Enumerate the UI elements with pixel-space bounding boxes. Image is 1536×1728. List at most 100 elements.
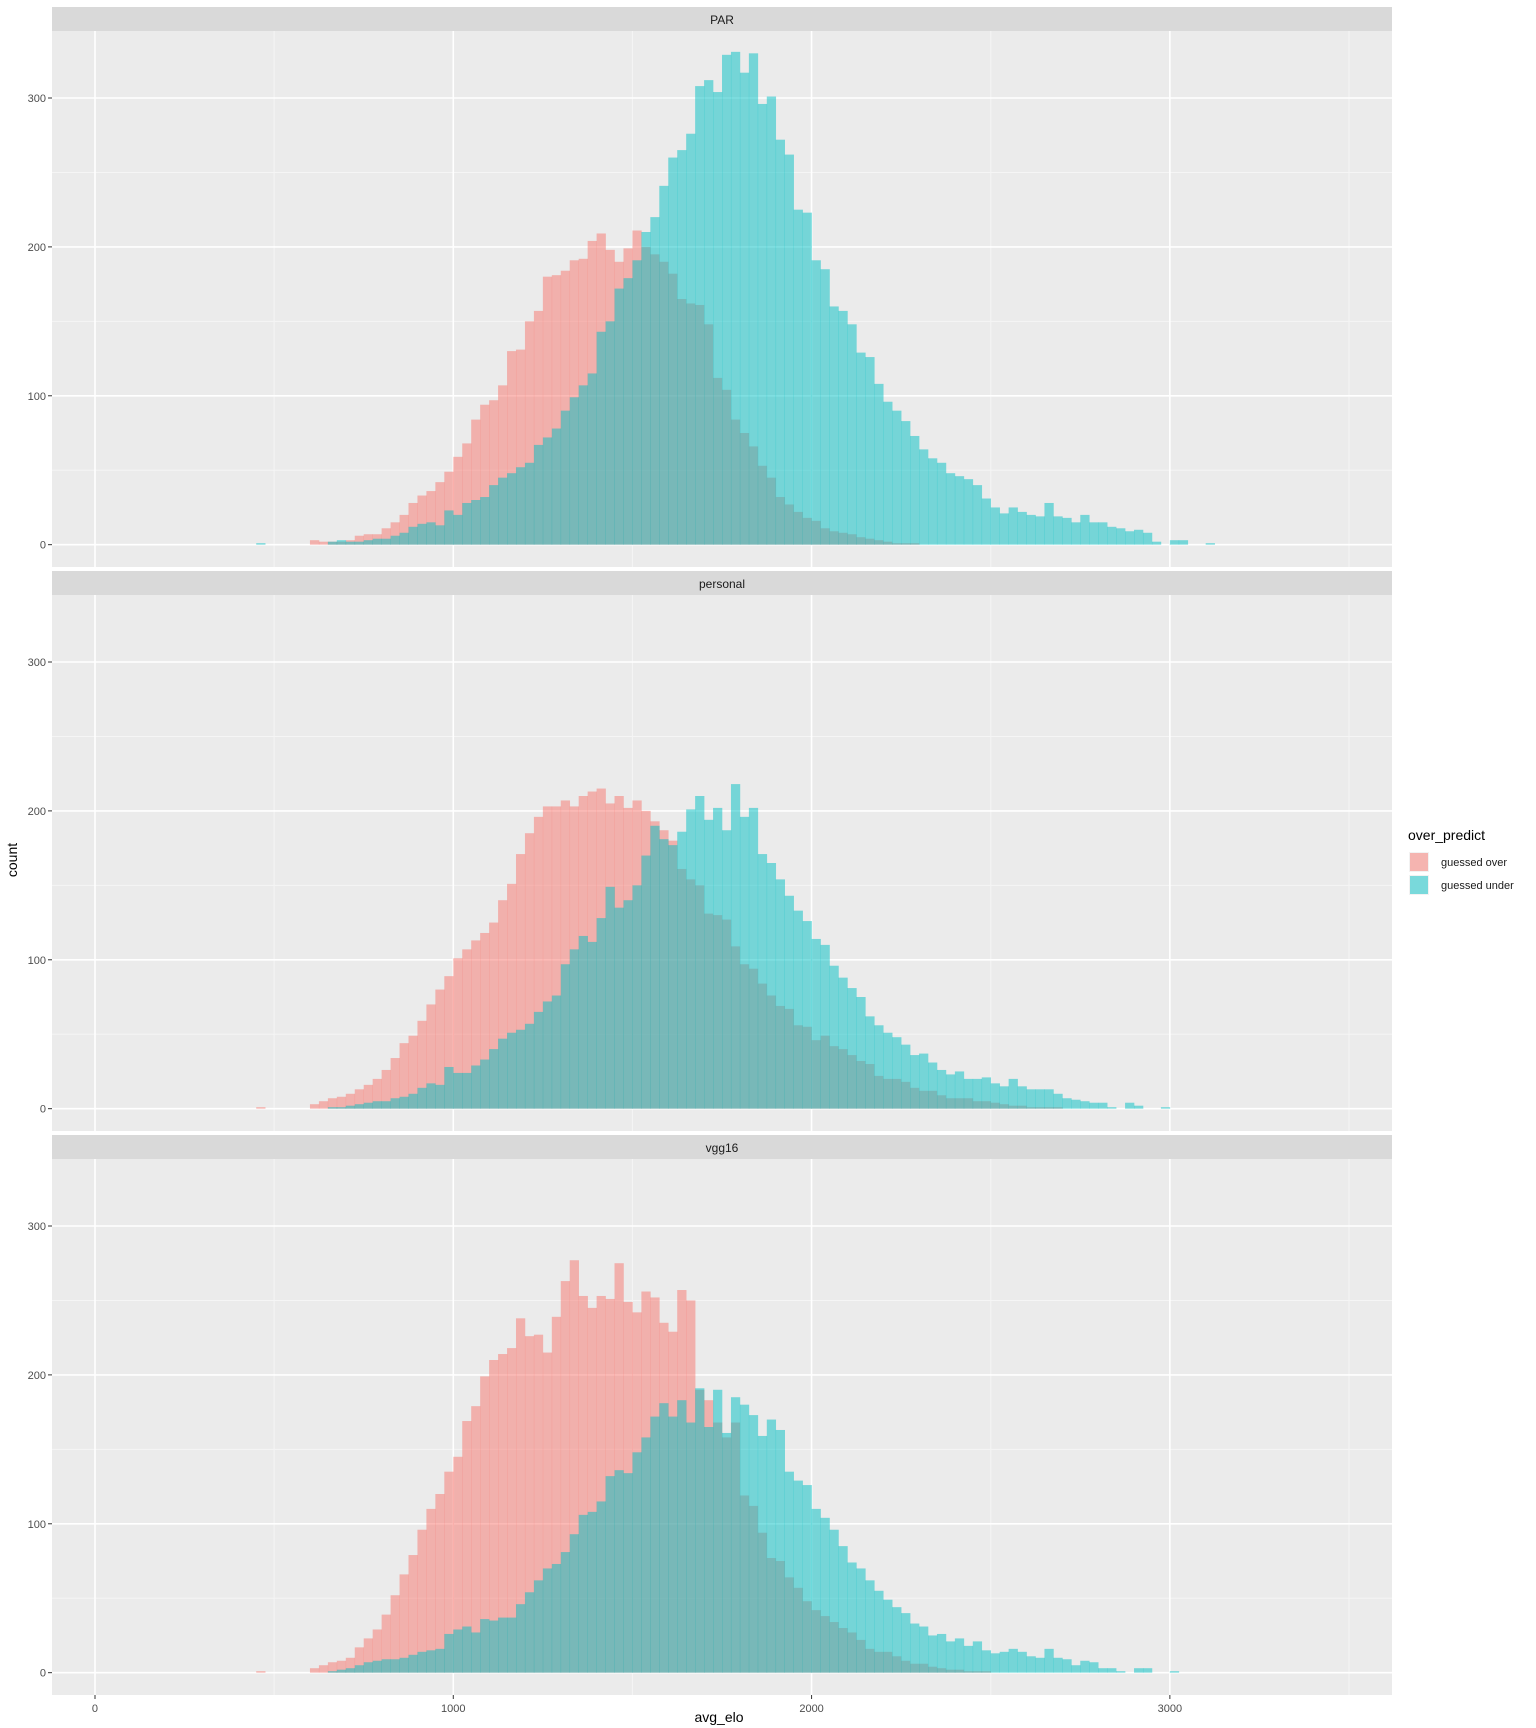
histogram-bar [892,1607,902,1673]
histogram-bar [462,1626,472,1673]
histogram-bar [515,349,526,545]
histogram-bar [963,479,974,545]
histogram-bar [766,1419,777,1673]
histogram-bar [256,1107,266,1109]
histogram-bar [614,907,624,1109]
histogram-bar [498,385,508,545]
histogram-bar [910,435,920,545]
histogram-bar [1205,543,1215,545]
histogram-bar [480,497,490,545]
series-guessed-under [256,51,1215,545]
histogram-bar [390,1058,400,1109]
histogram-bar [551,428,562,545]
histogram-bar [704,819,714,1109]
histogram-bar [363,1102,373,1109]
histogram-bar [345,1093,356,1109]
histogram-bar [686,133,696,545]
histogram-bar [515,854,526,1109]
histogram-bar [802,921,812,1109]
y-tick-label: 200 [28,1370,46,1382]
histogram-bar [345,541,356,545]
histogram-bar [390,535,400,545]
histogram-bar [453,1072,463,1109]
y-tick-label: 200 [28,806,46,818]
histogram-bar [677,150,687,545]
histogram-bar [1125,531,1135,545]
histogram-bar [659,839,669,1109]
histogram-bar [462,1421,472,1673]
histogram-bar [901,1044,911,1109]
histogram-bar [838,310,848,545]
histogram-bar [381,1614,391,1673]
y-tick-label: 100 [28,391,46,403]
histogram-bar [784,1471,794,1673]
histogram-bar [963,1078,974,1109]
histogram-bar [596,331,606,545]
histogram-bar [426,1508,436,1673]
histogram-bar [578,935,588,1109]
histogram-bar [1017,1651,1027,1673]
y-tick-label: 300 [28,1221,46,1233]
histogram-bar [444,976,454,1109]
histogram-bar [775,139,786,545]
histogram-bar [990,1653,1000,1673]
histogram-bar [1053,516,1063,545]
histogram-bar [551,1563,562,1673]
histogram-bar [498,900,508,1109]
histogram-bar [972,1078,983,1109]
histogram-bar [524,1336,535,1673]
histogram-bar [515,1604,526,1673]
histogram-bar [507,1032,517,1109]
histogram-bar [883,1599,893,1673]
histogram-bar [1080,1101,1090,1109]
histogram-bar [381,1659,391,1673]
histogram-bar [1107,526,1117,545]
histogram-bar [748,1415,759,1673]
histogram-bar [1089,522,1099,545]
histogram-bar [1071,1665,1081,1673]
histogram-bar [766,863,777,1109]
histogram-bar [614,1470,624,1673]
histogram-bar [524,462,535,545]
histogram-bar [739,72,750,545]
histogram-bar [936,1633,947,1673]
histogram-bar [838,1546,848,1673]
histogram-bar [408,1654,418,1673]
histogram-bar [668,157,678,545]
histogram-bar [551,806,562,1109]
histogram-bar [489,1360,499,1673]
histogram-bar [515,1029,526,1109]
histogram-bar [811,1508,821,1673]
histogram-bar [1017,1086,1027,1109]
histogram-bar [327,1107,338,1109]
histogram-bar [327,1662,338,1673]
histogram-bar [910,1055,920,1109]
legend-title: over_predict [1408,827,1485,843]
histogram-bar [632,1452,642,1673]
histogram-bar [256,1671,266,1673]
histogram-bar [345,1657,356,1673]
histogram-bar [515,467,526,545]
histogram-bar [426,522,436,545]
histogram-bar [945,473,956,545]
facet-strip-label: personal [699,577,745,591]
histogram-bar [990,1083,1000,1109]
histogram-bar [650,825,660,1109]
histogram-bar [345,1668,356,1673]
histogram-bar [1098,1668,1108,1673]
histogram-bar [417,1020,427,1109]
facet-strip [52,1135,1392,1159]
legend-label: guessed over [1441,857,1507,869]
histogram-bar [668,845,678,1109]
histogram-bar [757,1435,768,1673]
facet-strip-label: PAR [710,13,734,27]
histogram-bar [605,1476,615,1673]
histogram-bar [453,456,463,545]
histogram-bar [587,1511,597,1673]
histogram-bar [542,276,553,545]
histogram-bar [802,212,812,545]
histogram-bar [542,1352,553,1673]
histogram-bar [847,324,857,545]
histogram-bar [686,1422,696,1673]
panel-personal: personal 0 100 200 300 [28,571,1392,1131]
